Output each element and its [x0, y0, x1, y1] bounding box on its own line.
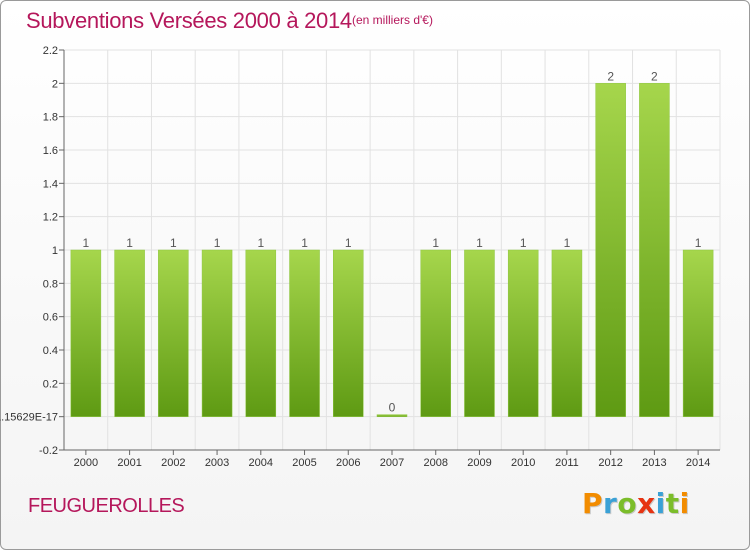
data-label: 1: [695, 236, 702, 250]
x-tick-label: 2002: [161, 457, 185, 469]
x-tick-label: 2014: [686, 457, 710, 469]
bar: [158, 249, 189, 417]
y-tick-label: 0.4: [43, 345, 58, 357]
logo-letter: t: [665, 487, 680, 520]
logo-letter: i: [655, 487, 666, 520]
data-label: 1: [126, 236, 133, 250]
logo-letter: P: [582, 487, 604, 520]
y-tick-label: 2.2: [43, 45, 58, 57]
bar: [420, 249, 451, 417]
x-tick-label: 2003: [205, 457, 229, 469]
logo-letter: x: [637, 487, 656, 520]
proxiti-logo[interactable]: Proxiti: [582, 487, 690, 520]
data-label: 1: [564, 236, 571, 250]
y-tick-label: 1.6: [43, 145, 58, 157]
bar: [507, 249, 539, 417]
data-label: 2: [651, 69, 658, 83]
commune-name: FEUGUEROLLES: [28, 495, 185, 517]
bar: [114, 249, 145, 417]
x-tick-label: 2008: [423, 457, 447, 469]
data-label: 1: [301, 236, 308, 250]
data-label: 1: [432, 236, 439, 250]
bar: [682, 249, 714, 417]
bar: [376, 414, 408, 417]
logo-letter: o: [617, 487, 638, 520]
axes: [59, 49, 720, 455]
x-tick-label: 2007: [380, 457, 404, 469]
x-tick-label: 2004: [249, 457, 273, 469]
data-label: 2: [607, 69, 614, 83]
data-label: 1: [214, 236, 221, 250]
bar: [551, 249, 583, 417]
data-label: 1: [170, 236, 177, 250]
bar: [333, 249, 364, 417]
x-tick-label: 2000: [74, 457, 98, 469]
y-tick-label: 0.6: [43, 312, 58, 324]
y-tick-label: 0.8: [43, 278, 58, 290]
chart-title: Subventions Versées 2000 à 2014: [26, 8, 352, 33]
x-tick-label: 2009: [467, 457, 491, 469]
bar: [245, 249, 277, 417]
data-label: 1: [345, 236, 352, 250]
x-tick-label: 2006: [336, 457, 360, 469]
x-tick-label: 2001: [117, 457, 141, 469]
x-tick-label: 2005: [292, 457, 316, 469]
logo-letter: i: [679, 487, 690, 520]
bar: [201, 249, 233, 417]
bar: [595, 83, 626, 417]
x-tick-label: 2013: [642, 457, 666, 469]
logo-letter: r: [603, 487, 618, 520]
y-tick-label: 1.2: [43, 212, 58, 224]
x-tick-label: 2011: [555, 457, 579, 469]
bar: [464, 249, 495, 417]
y-tick-label: 0.2: [43, 378, 58, 390]
bar: [70, 249, 102, 417]
data-label: 1: [520, 236, 527, 250]
data-label: 0: [389, 401, 396, 415]
y-tick-label: 1: [52, 245, 58, 257]
y-tick-label: -0.2: [39, 445, 58, 457]
data-label: 1: [476, 236, 483, 250]
y-tick-label: 1.4: [43, 178, 58, 190]
bar: [289, 249, 320, 417]
data-label: 1: [257, 236, 264, 250]
labels: -0.2 -1.15629E-17 0.2 0.4 0.6 0.8 1 1.2 1.4 1.6 1.…: [0, 45, 710, 469]
y-tick-label: -1.15629E-17: [0, 412, 58, 424]
bars: [70, 83, 714, 417]
y-tick-label: 1.8: [43, 112, 58, 124]
chart-unit: (en milliers d'€): [352, 13, 433, 27]
data-label: 1: [83, 236, 90, 250]
x-tick-label: 2012: [598, 457, 622, 469]
x-tick-label: 2010: [511, 457, 535, 469]
bar: [639, 83, 670, 417]
y-tick-label: 2: [52, 78, 58, 90]
